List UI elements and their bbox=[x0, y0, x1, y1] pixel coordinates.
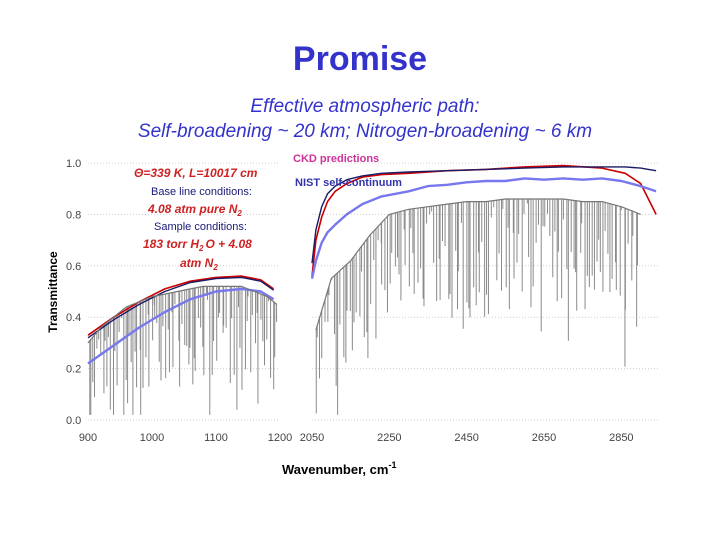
x-tick-label: 2250 bbox=[377, 432, 401, 444]
series-line bbox=[315, 198, 641, 331]
series-line bbox=[311, 166, 657, 264]
series-lines bbox=[87, 164, 657, 365]
annotation-baseline-value: 4.08 atm pure N2 bbox=[147, 202, 242, 218]
subtitle-line-1: Effective atmospheric path: bbox=[250, 96, 480, 117]
grid-lines bbox=[88, 162, 660, 421]
y-tick-label: 0.6 bbox=[66, 261, 81, 273]
legend-nist: NIST self-continuum bbox=[295, 177, 402, 189]
x-tick-label: 2650 bbox=[532, 432, 556, 444]
baseline-value-text: 4.08 atm pure N bbox=[147, 202, 238, 216]
y-tick-labels: 0.0 0.2 0.4 0.6 0.8 1.0 bbox=[66, 158, 81, 427]
y-tick-label: 0.8 bbox=[66, 209, 81, 221]
sample-value-sub2: 2 bbox=[212, 263, 218, 272]
baseline-value-sub: 2 bbox=[236, 209, 242, 218]
x-tick-label: 2850 bbox=[609, 432, 633, 444]
y-tick-label: 0.4 bbox=[66, 312, 81, 324]
y-tick-label: 0.0 bbox=[66, 415, 81, 427]
x-axis-label-sup: -1 bbox=[388, 460, 396, 470]
x-tick-label: 2050 bbox=[300, 432, 324, 444]
y-axis-label: Transmittance bbox=[46, 251, 60, 333]
x-tick-label: 1000 bbox=[140, 432, 164, 444]
measured-spectrum-lines bbox=[89, 198, 638, 415]
series-line bbox=[310, 177, 657, 279]
subtitle-line-2: Self-broadening ~ 20 km; Nitrogen-broade… bbox=[137, 121, 593, 142]
annotation-sample-value-cont: atm N2 bbox=[180, 256, 218, 272]
x-tick-label: 1100 bbox=[204, 432, 228, 444]
series-line bbox=[87, 285, 278, 344]
annotation-baseline-label: Base line conditions: bbox=[151, 186, 252, 198]
sample-value-b: O + 4.08 bbox=[205, 237, 252, 251]
series-line bbox=[87, 287, 275, 365]
annotation-conditions: Θ=339 K, L=10017 cm bbox=[134, 166, 258, 180]
legend-ckd: CKD predictions bbox=[293, 153, 379, 165]
series-line bbox=[87, 275, 275, 336]
x-axis-label-main: Wavenumber, cm bbox=[282, 462, 388, 477]
x-axis-label: Wavenumber, cm-1 bbox=[282, 460, 396, 477]
sample-value-c: atm N bbox=[180, 256, 214, 270]
annotation-sample-value: 183 torr H2 O + 4.08 bbox=[143, 237, 252, 253]
y-tick-label: 0.2 bbox=[66, 364, 81, 376]
sample-value-sub1: 2 bbox=[198, 244, 204, 253]
page-title: Promise bbox=[292, 40, 428, 78]
x-tick-labels: 900 1000 1100 1200 2050 2250 2450 2650 2850 bbox=[79, 432, 634, 444]
y-tick-label: 1.0 bbox=[66, 158, 81, 170]
x-tick-label: 900 bbox=[79, 432, 97, 444]
sample-value-a: 183 torr H bbox=[143, 237, 199, 251]
annotation-sample-label: Sample conditions: bbox=[154, 221, 247, 233]
x-tick-label: 2450 bbox=[454, 432, 478, 444]
x-tick-label: 1200 bbox=[268, 432, 292, 444]
series-line bbox=[87, 276, 275, 339]
